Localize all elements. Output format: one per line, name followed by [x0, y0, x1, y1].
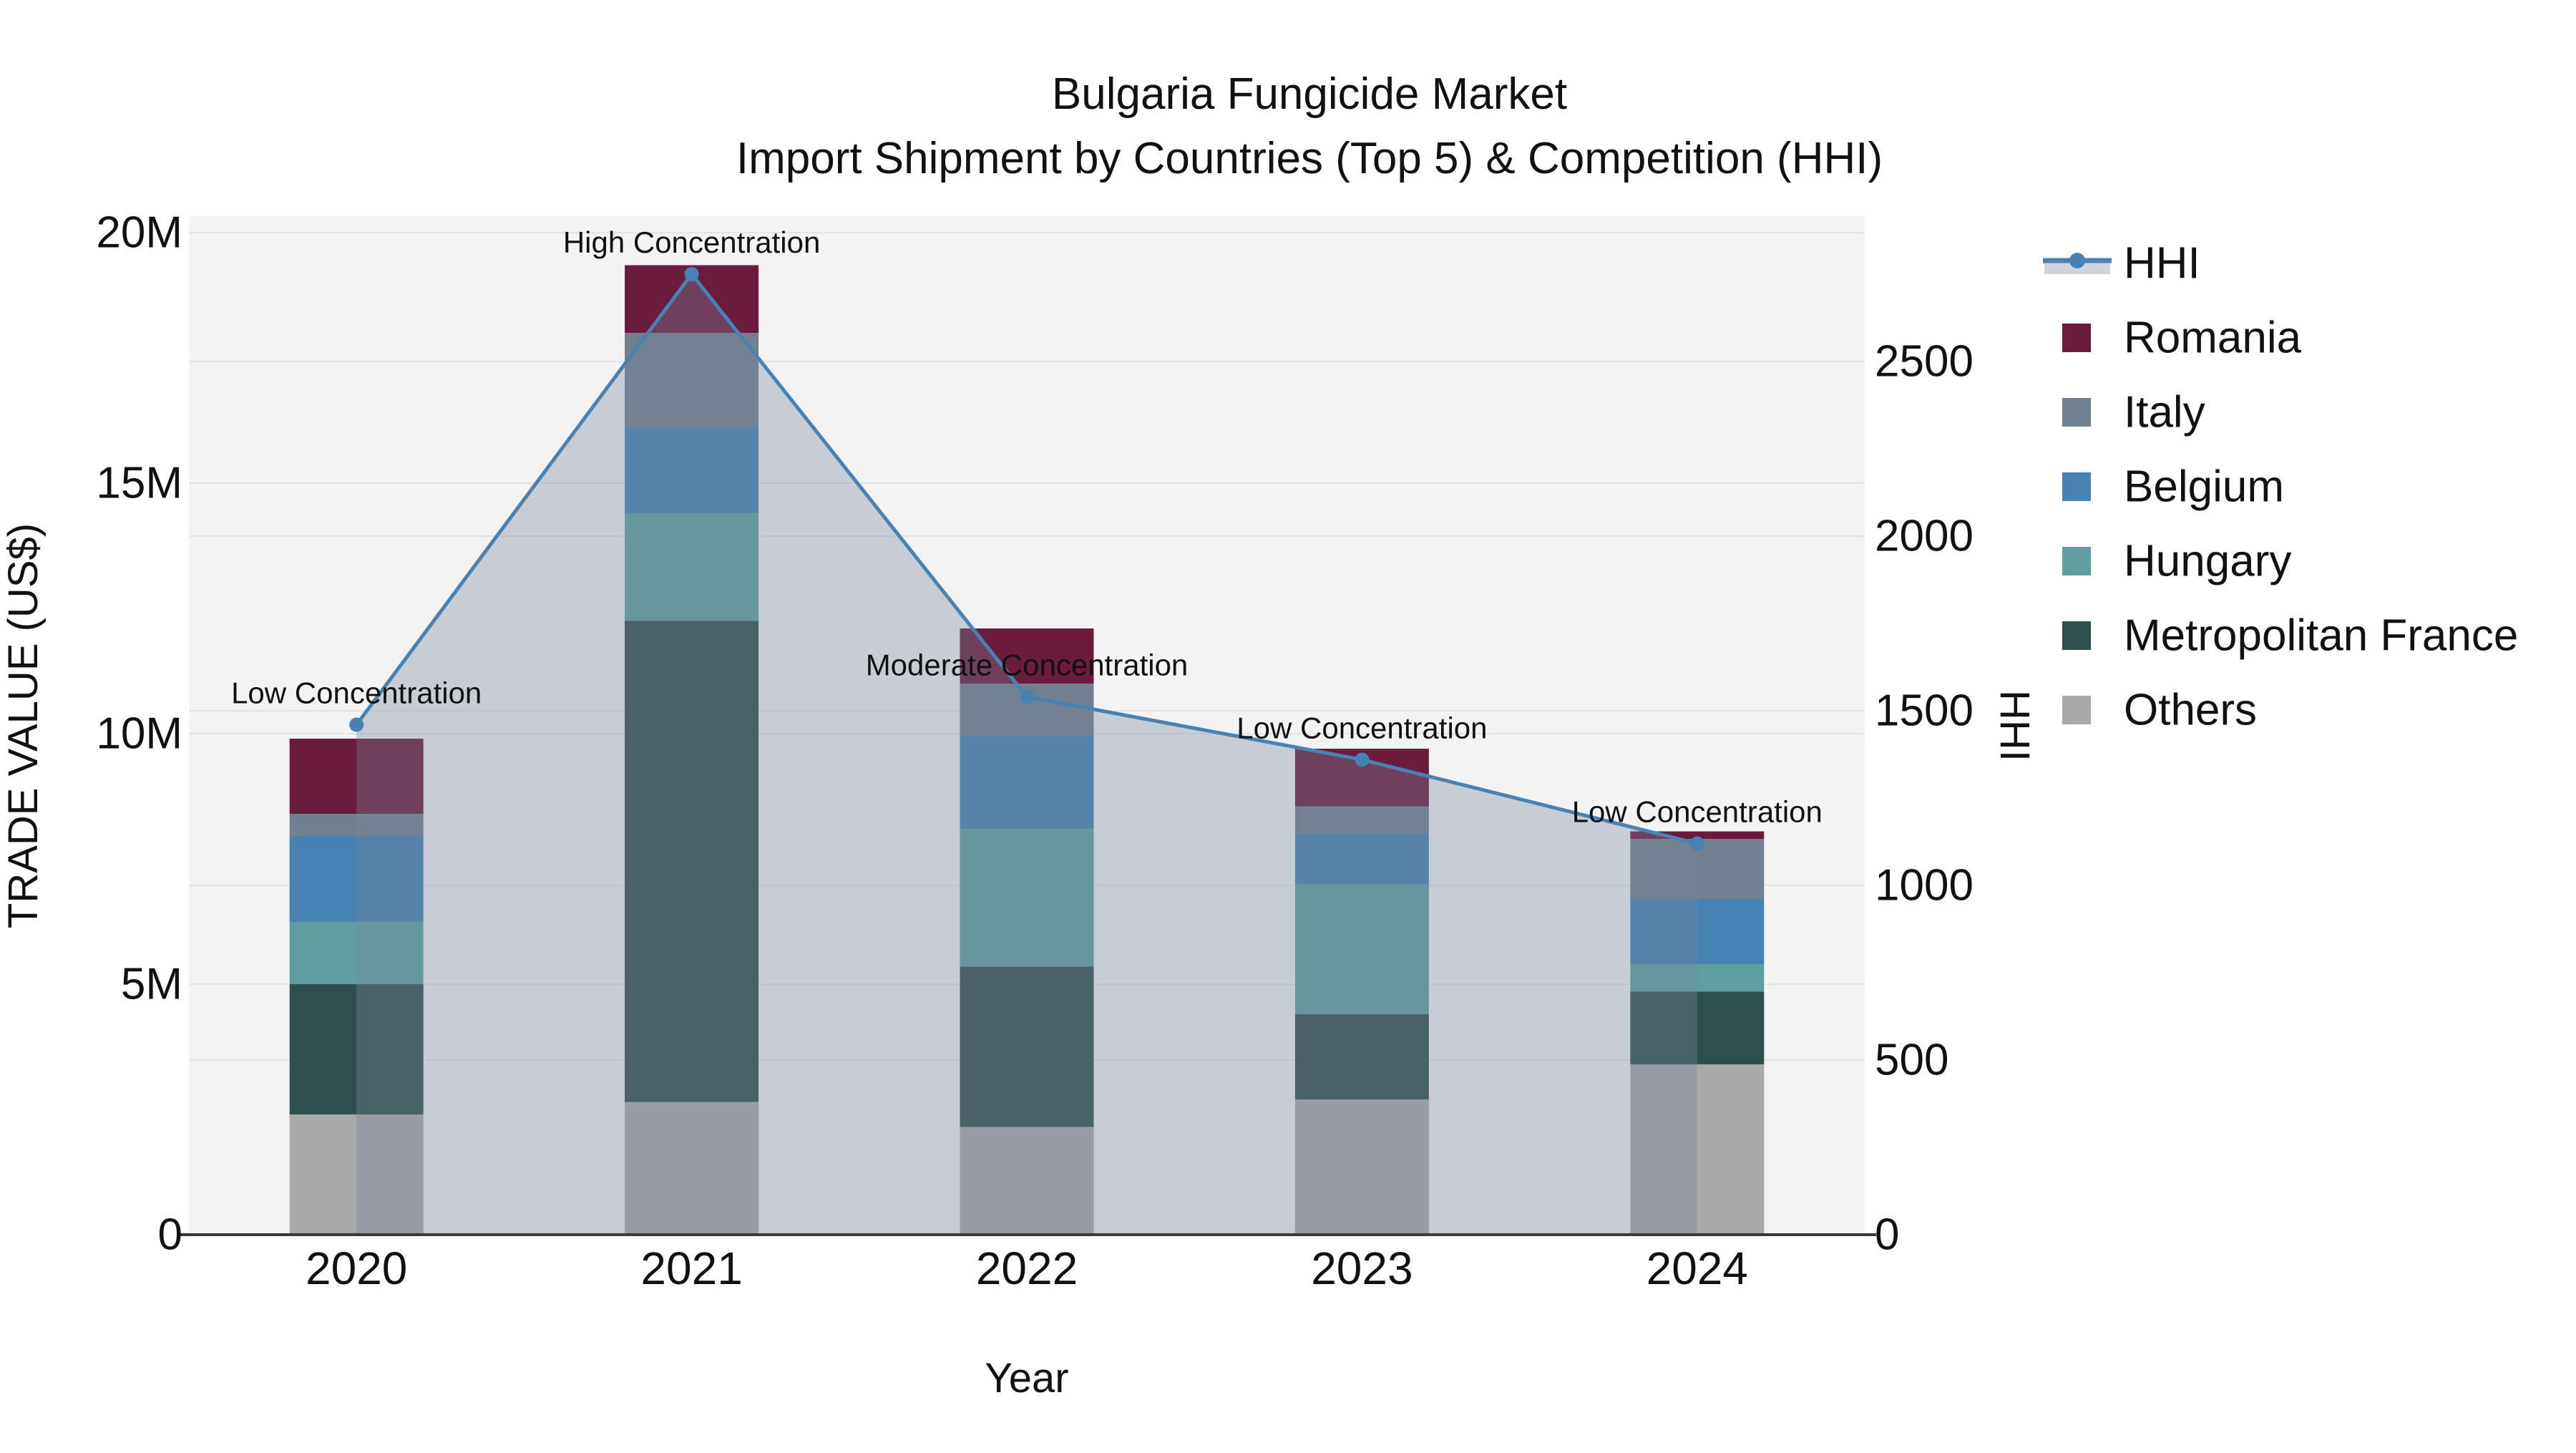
annotation-layer: Low Concentration High Concentration Moder… [231, 225, 1823, 828]
bar-segment-others-2022[interactable] [960, 1127, 1094, 1235]
y-tick-right-2500: 2500 [1875, 337, 1974, 387]
hhi-area-layer [356, 274, 1697, 1235]
legend-label-others: Others [2124, 686, 2257, 735]
y-tick-left-15m: 15M [96, 459, 182, 508]
annotation-high-concentration-2021: High Concentration [563, 225, 821, 259]
x-tick-2022: 2022 [976, 1243, 1078, 1294]
y-tick-left-5m: 5M [121, 960, 182, 1009]
legend-item-metropolitan-france[interactable]: Metropolitan France [2062, 611, 2518, 661]
legend-item-hhi[interactable]: HHI [2043, 239, 2200, 288]
annotation-moderate-concentration-2022: Moderate Concentration [866, 648, 1189, 681]
bar-segment-hungary-2021[interactable] [625, 513, 759, 621]
legend-hhi-marker-icon [2069, 253, 2085, 268]
hhi-marker-2023[interactable] [1355, 752, 1370, 767]
legend-item-italy[interactable]: Italy [2062, 388, 2205, 437]
bar-segment-others-2020[interactable] [289, 1114, 424, 1235]
tick-label-layer: 2020 2021 2022 2023 2024 0 5M 10M 15M 20M 0 500 1000… [96, 208, 1974, 1295]
bar-segment-hungary-2023[interactable] [1294, 884, 1429, 1014]
bar-segment-italy-2020[interactable] [289, 814, 424, 837]
chart-title: Bulgaria Fungicide Market [1052, 69, 1567, 119]
bar-segment-romania-2020[interactable] [289, 739, 424, 814]
x-axis-title: Year [985, 1355, 1068, 1401]
legend-label-hhi: HHI [2124, 239, 2200, 288]
y-axis-title-left: TRADE VALUE (US$) [0, 523, 47, 928]
legend-label-hungary: Hungary [2124, 537, 2291, 586]
bar-segment-italy-2023[interactable] [1294, 806, 1429, 835]
bar-segment-others-2024[interactable] [1630, 1064, 1765, 1235]
y-axis-title-right: HHI [1991, 690, 2038, 762]
bar-segment-hungary-2024[interactable] [1630, 964, 1765, 992]
annotation-low-concentration-2020: Low Concentration [231, 676, 482, 710]
y-tick-left-10m: 10M [96, 709, 182, 759]
legend-swatch-metropolitan-france [2062, 621, 2091, 650]
hhi-line-layer [349, 267, 1704, 851]
hhi-marker-2022[interactable] [1020, 689, 1034, 704]
x-tick-2024: 2024 [1646, 1243, 1748, 1294]
legend-label-romania: Romania [2124, 314, 2302, 363]
bar-segment-belgium-2023[interactable] [1294, 834, 1429, 884]
bar-segment-hungary-2022[interactable] [960, 829, 1094, 967]
legend-label-metropolitan-france: Metropolitan France [2124, 611, 2518, 661]
x-tick-2023: 2023 [1311, 1243, 1413, 1294]
chart-subtitle: Import Shipment by Countries (Top 5) & C… [736, 134, 1883, 183]
legend-item-romania[interactable]: Romania [2062, 314, 2302, 363]
y-tick-right-1000: 1000 [1875, 861, 1974, 910]
legend-swatch-hungary [2062, 547, 2091, 575]
y-tick-left-0: 0 [158, 1210, 182, 1260]
y-tick-right-1500: 1500 [1875, 686, 1974, 736]
bar-segment-others-2023[interactable] [1294, 1099, 1429, 1235]
bar-segment-others-2021[interactable] [625, 1102, 759, 1235]
legend: HHI Romania Italy Belgium Hungary Metropolita… [2043, 239, 2518, 735]
legend-swatch-romania [2062, 324, 2091, 352]
bar-segment-belgium-2020[interactable] [289, 836, 424, 922]
hhi-marker-2020[interactable] [349, 717, 364, 732]
legend-item-hungary[interactable]: Hungary [2062, 537, 2291, 586]
bar-segment-belgium-2024[interactable] [1630, 899, 1765, 964]
legend-label-italy: Italy [2124, 388, 2205, 437]
bar-segment-italy-2021[interactable] [625, 333, 759, 428]
bar-segment-belgium-2022[interactable] [960, 736, 1094, 830]
legend-item-belgium[interactable]: Belgium [2062, 462, 2284, 512]
hhi-marker-2021[interactable] [684, 267, 699, 281]
legend-swatch-italy [2062, 398, 2091, 427]
hhi-area [356, 274, 1697, 1235]
legend-item-others[interactable]: Others [2062, 686, 2257, 735]
annotation-low-concentration-2023: Low Concentration [1236, 711, 1487, 744]
y-tick-right-0: 0 [1875, 1210, 1899, 1260]
legend-swatch-belgium [2062, 472, 2091, 501]
bar-segment-romania-2024[interactable] [1630, 831, 1765, 840]
y-tick-right-2000: 2000 [1875, 512, 1974, 561]
x-tick-2021: 2021 [640, 1243, 742, 1294]
bar-segment-metropolitan-france-2020[interactable] [289, 984, 424, 1114]
bar-segment-metropolitan-france-2021[interactable] [625, 621, 759, 1102]
bar-segment-metropolitan-france-2023[interactable] [1294, 1014, 1429, 1099]
legend-swatch-others [2062, 696, 2091, 724]
bar-segment-romania-2022[interactable] [960, 628, 1094, 684]
x-tick-2020: 2020 [306, 1243, 407, 1294]
bar-segment-metropolitan-france-2022[interactable] [960, 966, 1094, 1127]
bar-segment-hungary-2020[interactable] [289, 921, 424, 985]
hhi-marker-2024[interactable] [1689, 836, 1704, 851]
legend-label-belgium: Belgium [2124, 462, 2284, 512]
y-tick-left-20m: 20M [96, 208, 182, 258]
bar-segment-belgium-2021[interactable] [625, 428, 759, 513]
stacked-bars-layer [289, 265, 1765, 1235]
y-tick-right-500: 500 [1875, 1036, 1948, 1085]
annotation-low-concentration-2024: Low Concentration [1572, 794, 1823, 828]
bar-segment-metropolitan-france-2024[interactable] [1630, 991, 1765, 1065]
